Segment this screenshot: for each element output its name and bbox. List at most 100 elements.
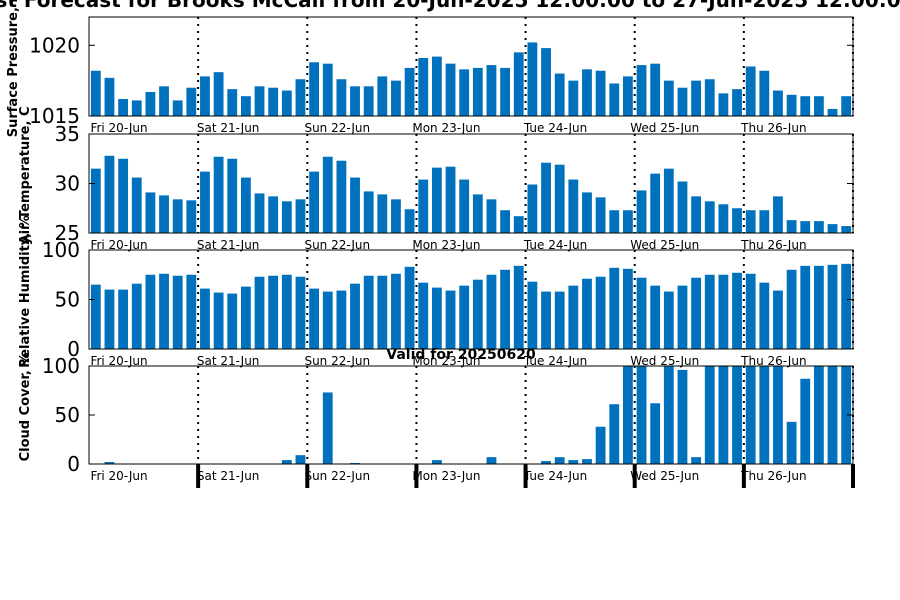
x-tick-label: Sun 22-Jun: [304, 354, 370, 368]
bar: [295, 276, 306, 349]
bar: [350, 283, 360, 349]
bar: [159, 195, 169, 233]
bar: [431, 167, 442, 233]
bar: [800, 221, 811, 233]
bar: [554, 164, 565, 233]
bar: [459, 69, 470, 116]
bar: [391, 273, 401, 349]
bar: [145, 91, 156, 116]
bar: [582, 192, 592, 233]
bar: [172, 100, 183, 116]
bar: [322, 291, 333, 349]
bar: [336, 290, 347, 349]
bar: [541, 48, 551, 116]
bar: [691, 80, 702, 116]
bar: [418, 282, 429, 349]
chart-panels: 1015 1020 Fri 20-Jun Sat 21-Jun Sun 22-Jun Mo…: [6, 0, 855, 488]
y-tick-label: 1015: [29, 104, 80, 128]
x-tick-label: Wed 25-Jun: [630, 469, 699, 483]
bar: [732, 272, 742, 349]
y-tick-label: 100: [42, 238, 80, 262]
bar: [704, 366, 715, 464]
bar: [213, 72, 224, 116]
bar: [677, 87, 688, 116]
bar: [813, 221, 824, 233]
bar: [145, 274, 156, 349]
bar: [391, 80, 401, 116]
chart-title: st Forecast for Brooks McCall from 20-Ju…: [0, 0, 900, 12]
bar: [268, 87, 279, 116]
bar: [636, 65, 647, 116]
bar: [813, 366, 824, 464]
bar: [622, 268, 633, 349]
bar: [786, 220, 797, 233]
bar: [486, 199, 497, 233]
bar: [377, 76, 388, 116]
bar: [773, 90, 783, 116]
x-tick-label: Wed 25-Jun: [630, 121, 699, 135]
panel-1: 1015 1020 Fri 20-Jun Sat 21-Jun Sun 22-Jun Mo…: [6, 0, 854, 137]
bar: [145, 192, 156, 233]
bar: [227, 89, 238, 116]
bar: [759, 366, 770, 464]
bar: [377, 275, 388, 349]
bar: [554, 291, 565, 349]
bar: [745, 210, 756, 233]
bar: [281, 90, 292, 116]
bar: [486, 274, 497, 349]
bar: [813, 96, 824, 116]
bar: [172, 199, 183, 233]
y-tick-label: 30: [55, 172, 80, 196]
bar: [827, 366, 838, 464]
bar: [677, 181, 688, 233]
bar: [240, 177, 251, 233]
bar: [568, 460, 579, 464]
x-tick-label: Fri 20-Jun: [90, 469, 147, 483]
x-tick-label: Fri 20-Jun: [90, 238, 147, 252]
bar: [336, 160, 347, 233]
bar: [622, 366, 633, 464]
bar: [118, 158, 129, 233]
bar: [309, 171, 320, 233]
y-tick-label: 0: [67, 337, 80, 361]
bar: [472, 279, 483, 349]
bar: [104, 462, 115, 464]
bar: [773, 196, 783, 233]
bar: [582, 69, 592, 116]
bar: [663, 366, 674, 464]
bar: [90, 168, 101, 233]
bar: [759, 282, 770, 349]
bar: [677, 369, 688, 464]
bar: [759, 70, 770, 116]
bar: [609, 267, 620, 349]
bar: [104, 77, 115, 116]
plot-frame: [88, 16, 854, 117]
bar: [159, 273, 169, 349]
y-tick-label: 0: [67, 452, 80, 476]
bar: [691, 457, 702, 464]
bar: [377, 194, 388, 233]
bar: [131, 283, 142, 349]
bar: [718, 274, 729, 349]
bar: [213, 292, 224, 349]
bar: [118, 99, 129, 116]
bar: [541, 291, 551, 349]
bar: [568, 80, 579, 116]
x-tick-label: Mon 23-Jun: [412, 238, 480, 252]
bar: [336, 79, 347, 116]
bar: [268, 196, 279, 233]
x-tick-label: Tue 24-Jun: [523, 121, 587, 135]
x-tick-label: Tue 24-Jun: [523, 238, 587, 252]
bar: [363, 191, 374, 233]
bar: [663, 291, 674, 349]
bar: [718, 93, 729, 116]
bar: [622, 210, 633, 233]
bar: [568, 285, 579, 349]
x-tick-label: Mon 23-Jun: [412, 121, 480, 135]
bar: [459, 179, 470, 233]
bar: [500, 67, 511, 116]
bar: [268, 275, 279, 349]
bar: [609, 83, 620, 116]
bar: [841, 96, 852, 116]
